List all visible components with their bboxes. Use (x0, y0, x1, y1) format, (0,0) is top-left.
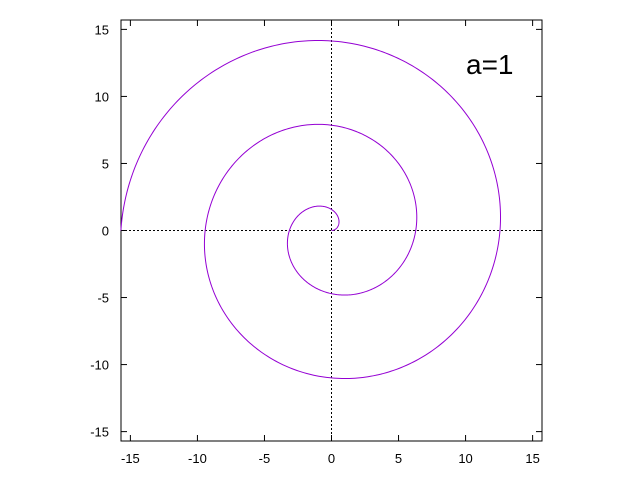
spiral-curve (120, 39, 502, 380)
y-tick-label: 0 (102, 224, 109, 239)
x-tick-label: -15 (121, 451, 140, 466)
x-tick-label: 5 (395, 451, 402, 466)
y-tick-label: -5 (97, 291, 109, 306)
y-tick-label: 15 (95, 22, 109, 37)
x-axis-ticks: -15 -10 -5 0 5 10 15 (121, 20, 540, 466)
x-tick-label: -10 (188, 451, 207, 466)
x-tick-label: 10 (458, 451, 472, 466)
x-tick-label: -5 (259, 451, 271, 466)
x-tick-label: 15 (525, 451, 539, 466)
y-tick-label: 5 (102, 156, 109, 171)
y-axis-ticks: 15 10 5 0 -5 -10 -15 (90, 22, 542, 440)
y-tick-label: -15 (90, 425, 109, 440)
annotation-label: a=1 (466, 49, 514, 80)
y-tick-label: 10 (95, 89, 109, 104)
x-tick-label: 0 (328, 451, 335, 466)
y-tick-label: -10 (90, 358, 109, 373)
